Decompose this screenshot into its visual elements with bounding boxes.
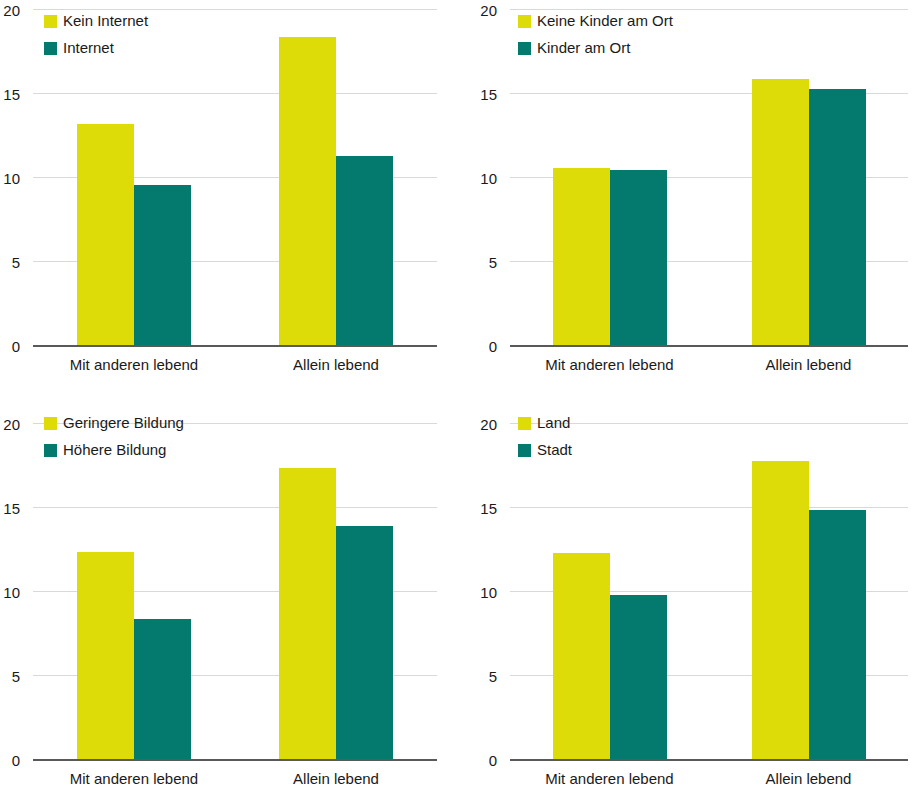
legend-item-stadt: Stadt — [518, 441, 572, 459]
legend-swatch-icon — [44, 42, 57, 55]
plot-area: 05101520Mit anderen lebendAllein lebend — [33, 424, 437, 760]
bar-höhere-bildung-allein-lebend — [336, 526, 393, 760]
y-tick-label: 10 — [3, 585, 20, 600]
y-tick-label: 15 — [3, 501, 20, 516]
legend-swatch-icon — [44, 15, 57, 28]
legend-item-kinder-am-ort: Kinder am Ort — [518, 39, 673, 57]
y-tick-label: 5 — [12, 255, 20, 270]
gridline — [510, 9, 908, 10]
y-tick-label: 15 — [480, 87, 497, 102]
bar-kein-internet-allein-lebend — [279, 37, 336, 346]
gridline — [33, 93, 437, 94]
y-tick-label: 5 — [489, 669, 497, 684]
legend-item-land: Land — [518, 414, 572, 432]
x-axis-line — [510, 345, 908, 347]
y-tick-label: 15 — [3, 87, 20, 102]
legend-label: Stadt — [537, 441, 572, 459]
chart-internet: 05101520Mit anderen lebendAllein lebend … — [0, 0, 460, 396]
bar-internet-mit-anderen-lebend — [134, 185, 191, 346]
legend-label: Internet — [63, 39, 114, 57]
bar-stadt-allein-lebend — [809, 510, 866, 760]
x-axis-line — [33, 759, 437, 761]
y-tick-label: 0 — [489, 339, 497, 354]
x-axis-line — [510, 759, 908, 761]
chart-grid: 05101520Mit anderen lebendAllein lebend … — [0, 0, 920, 792]
legend-swatch-icon — [518, 444, 531, 457]
gridline — [33, 507, 437, 508]
y-tick-label: 0 — [12, 339, 20, 354]
chart-bildung: 05101520Mit anderen lebendAllein lebend … — [0, 396, 460, 792]
y-tick-label: 20 — [480, 3, 497, 18]
y-tick-label: 10 — [480, 171, 497, 186]
legend-label: Geringere Bildung — [63, 414, 184, 432]
legend: Geringere Bildung Höhere Bildung — [44, 414, 184, 468]
y-tick-label: 5 — [489, 255, 497, 270]
legend: Kein Internet Internet — [44, 12, 148, 66]
bar-geringere-bildung-allein-lebend — [279, 468, 336, 760]
x-category-label: Allein lebend — [293, 770, 379, 788]
y-tick-label: 5 — [12, 669, 20, 684]
bar-kein-internet-mit-anderen-lebend — [77, 124, 134, 346]
x-axis-line — [33, 345, 437, 347]
plot-area: 05101520Mit anderen lebendAllein lebend — [510, 424, 908, 760]
bar-höhere-bildung-mit-anderen-lebend — [134, 619, 191, 760]
x-category-label: Allein lebend — [766, 356, 852, 374]
legend: Land Stadt — [518, 414, 572, 468]
legend-label: Land — [537, 414, 570, 432]
gridline — [33, 9, 437, 10]
bar-land-mit-anderen-lebend — [553, 553, 610, 760]
legend-swatch-icon — [518, 42, 531, 55]
y-tick-label: 20 — [480, 417, 497, 432]
y-tick-label: 10 — [3, 171, 20, 186]
y-tick-label: 10 — [480, 585, 497, 600]
x-category-label: Mit anderen lebend — [70, 770, 198, 788]
legend-item-höhere-bildung: Höhere Bildung — [44, 441, 184, 459]
bar-land-allein-lebend — [752, 461, 809, 760]
y-tick-label: 15 — [480, 501, 497, 516]
legend-label: Höhere Bildung — [63, 441, 166, 459]
y-tick-label: 0 — [12, 753, 20, 768]
legend-swatch-icon — [518, 15, 531, 28]
legend-swatch-icon — [44, 444, 57, 457]
legend-item-internet: Internet — [44, 39, 148, 57]
bar-kinder-am-ort-allein-lebend — [809, 89, 866, 346]
bar-stadt-mit-anderen-lebend — [610, 595, 667, 760]
legend-label: Kinder am Ort — [537, 39, 630, 57]
y-tick-label: 20 — [3, 3, 20, 18]
legend-item-keine-kinder-am-ort: Keine Kinder am Ort — [518, 12, 673, 30]
legend-swatch-icon — [44, 417, 57, 430]
chart-kinder-am-ort: 05101520Mit anderen lebendAllein lebend … — [460, 0, 920, 396]
legend-item-geringere-bildung: Geringere Bildung — [44, 414, 184, 432]
y-tick-label: 0 — [489, 753, 497, 768]
bar-keine-kinder-am-ort-allein-lebend — [752, 79, 809, 346]
bar-geringere-bildung-mit-anderen-lebend — [77, 552, 134, 760]
legend: Keine Kinder am Ort Kinder am Ort — [518, 12, 673, 66]
legend-label: Kein Internet — [63, 12, 148, 30]
legend-label: Keine Kinder am Ort — [537, 12, 673, 30]
x-category-label: Mit anderen lebend — [545, 770, 673, 788]
x-category-label: Mit anderen lebend — [545, 356, 673, 374]
legend-swatch-icon — [518, 417, 531, 430]
bar-internet-allein-lebend — [336, 156, 393, 346]
x-category-label: Allein lebend — [766, 770, 852, 788]
chart-land-stadt: 05101520Mit anderen lebendAllein lebend … — [460, 396, 920, 792]
x-category-label: Mit anderen lebend — [70, 356, 198, 374]
legend-item-kein-internet: Kein Internet — [44, 12, 148, 30]
y-tick-label: 20 — [3, 417, 20, 432]
bar-keine-kinder-am-ort-mit-anderen-lebend — [553, 168, 610, 346]
bar-kinder-am-ort-mit-anderen-lebend — [610, 170, 667, 346]
x-category-label: Allein lebend — [293, 356, 379, 374]
gridline — [510, 507, 908, 508]
